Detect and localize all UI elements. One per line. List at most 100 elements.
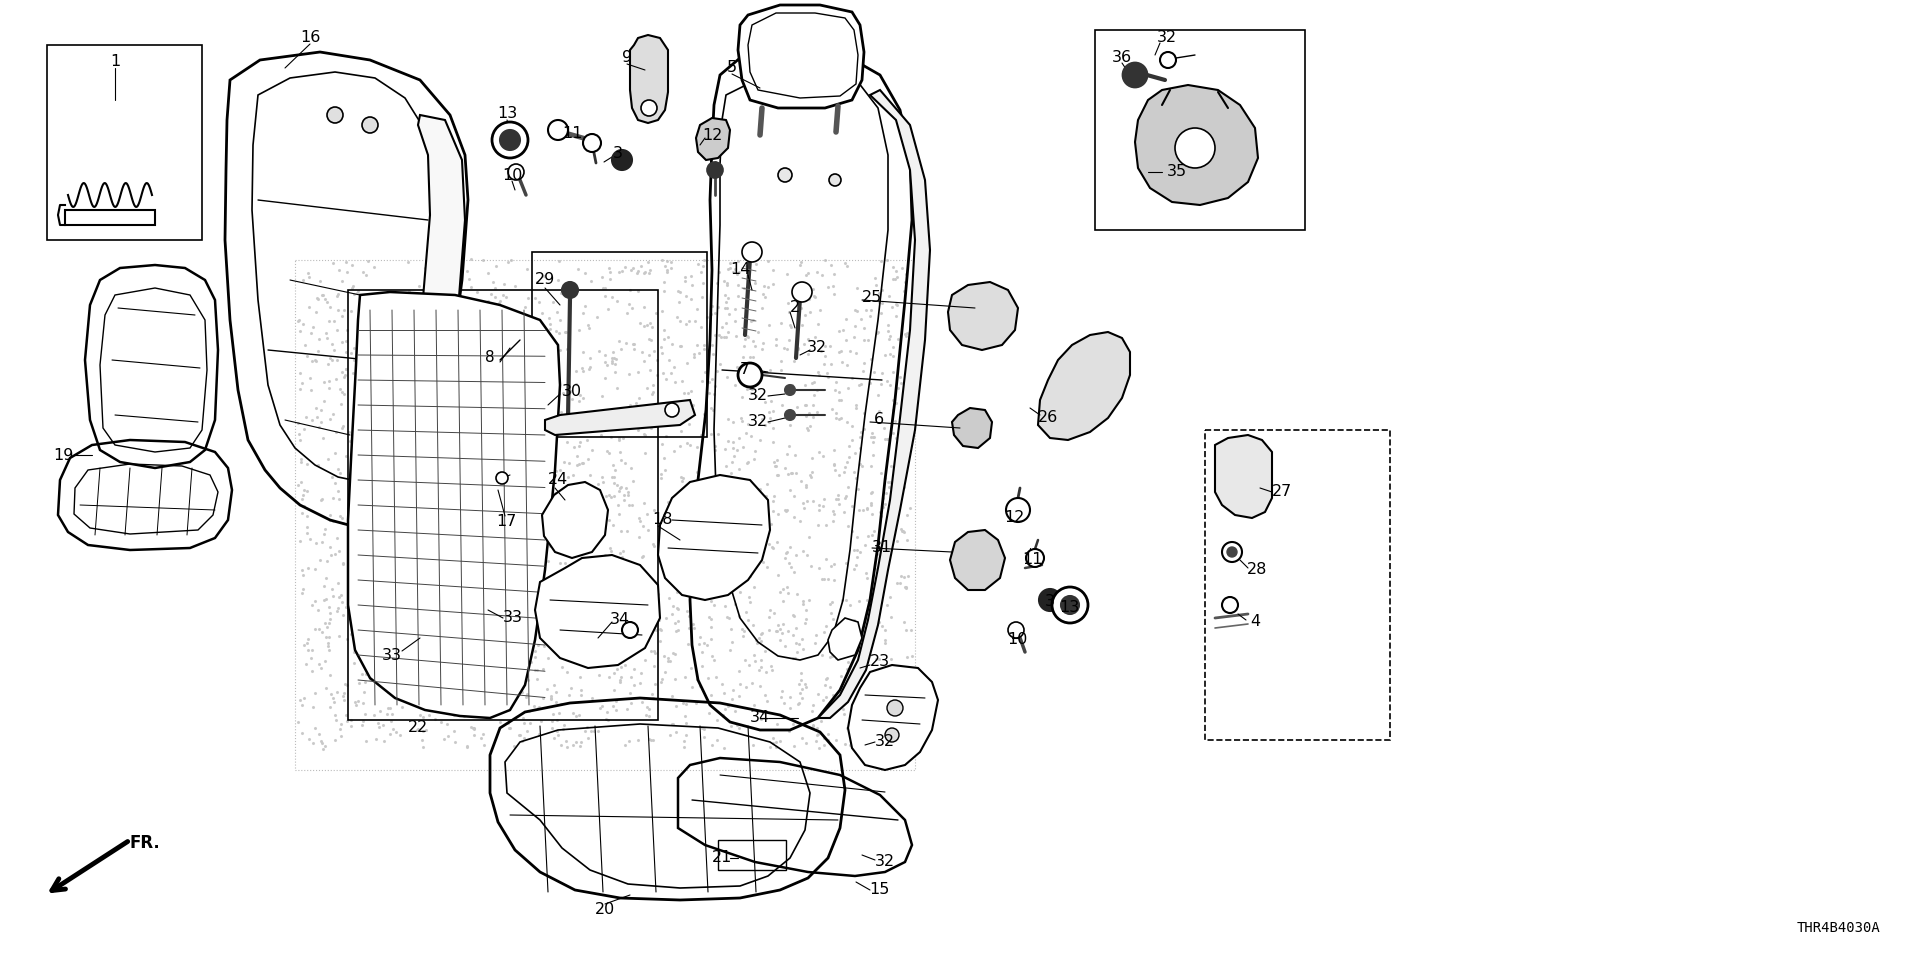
Point: [315, 547, 346, 563]
Point: [791, 377, 822, 393]
Point: [768, 593, 799, 609]
Point: [344, 429, 374, 444]
Point: [843, 502, 874, 517]
Point: [887, 523, 918, 539]
Point: [808, 737, 839, 753]
Point: [735, 313, 766, 328]
Point: [814, 680, 845, 695]
Point: [774, 439, 804, 454]
Point: [578, 586, 609, 601]
Point: [474, 381, 505, 396]
Point: [657, 535, 687, 550]
Point: [407, 398, 438, 414]
Point: [695, 594, 726, 610]
Point: [407, 709, 438, 725]
Point: [497, 694, 528, 709]
Point: [701, 732, 732, 747]
Point: [728, 280, 758, 296]
Point: [440, 267, 470, 282]
Point: [874, 673, 904, 688]
Point: [315, 350, 346, 366]
Point: [622, 266, 653, 281]
Point: [555, 681, 586, 696]
Point: [526, 622, 557, 637]
Point: [451, 560, 482, 575]
Point: [595, 540, 626, 556]
Point: [707, 319, 737, 334]
Point: [584, 667, 614, 683]
Point: [712, 502, 743, 517]
Point: [770, 461, 801, 476]
Point: [413, 332, 444, 348]
Circle shape: [1062, 596, 1079, 614]
Point: [372, 358, 403, 373]
Point: [361, 455, 392, 470]
Point: [810, 678, 841, 693]
Point: [511, 544, 541, 560]
Point: [612, 583, 643, 598]
Point: [597, 469, 628, 485]
Point: [893, 650, 924, 665]
Point: [319, 694, 349, 709]
Point: [394, 556, 424, 571]
Point: [758, 493, 789, 509]
Point: [829, 464, 860, 479]
Point: [584, 701, 614, 716]
Point: [687, 276, 718, 291]
Point: [420, 551, 451, 566]
Point: [847, 364, 877, 379]
Point: [497, 619, 528, 635]
Circle shape: [563, 282, 578, 298]
Point: [687, 373, 718, 389]
Point: [881, 674, 912, 689]
Point: [860, 651, 891, 666]
Point: [872, 598, 902, 613]
Point: [710, 295, 741, 310]
Point: [597, 570, 628, 586]
Point: [728, 629, 758, 644]
Point: [371, 402, 401, 418]
Point: [720, 262, 751, 277]
Point: [816, 649, 847, 664]
Point: [722, 568, 753, 584]
Point: [712, 277, 743, 293]
Point: [831, 454, 862, 469]
Point: [374, 362, 405, 377]
Point: [566, 360, 597, 375]
Point: [760, 458, 791, 473]
Point: [828, 707, 858, 722]
Point: [745, 711, 776, 727]
Point: [829, 255, 860, 271]
Circle shape: [509, 164, 524, 180]
Point: [390, 690, 420, 706]
Point: [824, 384, 854, 399]
Point: [532, 628, 563, 643]
Text: 13: 13: [1058, 599, 1079, 614]
Point: [881, 707, 912, 722]
Point: [614, 409, 645, 424]
Point: [568, 494, 599, 510]
Point: [357, 319, 388, 334]
Point: [791, 680, 822, 695]
Point: [440, 724, 470, 739]
Point: [803, 497, 833, 513]
Point: [365, 527, 396, 542]
Point: [440, 734, 470, 750]
Point: [311, 681, 342, 696]
Point: [549, 324, 580, 340]
Point: [478, 444, 509, 459]
Text: 23: 23: [870, 655, 891, 669]
Point: [605, 341, 636, 356]
Point: [831, 332, 862, 348]
Point: [541, 723, 572, 738]
Point: [451, 667, 482, 683]
Point: [833, 654, 864, 669]
Point: [889, 275, 920, 290]
Point: [420, 711, 451, 727]
Point: [758, 434, 789, 449]
Point: [766, 354, 797, 370]
Point: [566, 345, 597, 360]
Point: [451, 740, 482, 756]
Point: [536, 691, 566, 707]
Point: [476, 586, 507, 601]
